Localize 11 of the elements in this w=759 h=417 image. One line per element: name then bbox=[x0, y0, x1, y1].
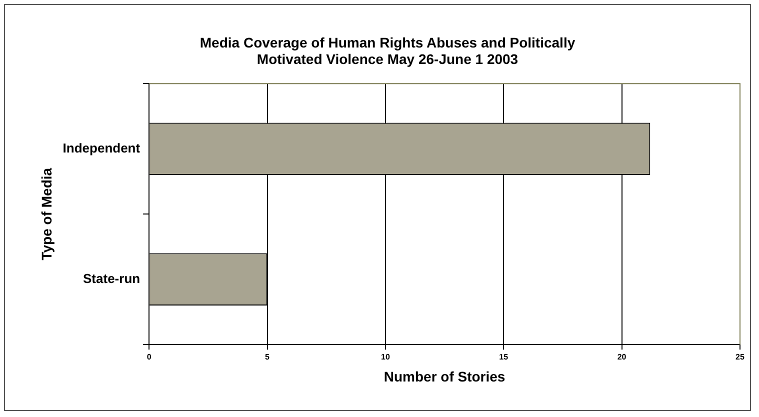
x-tick-label: 5 bbox=[265, 352, 270, 362]
x-tick-label: 0 bbox=[146, 352, 152, 362]
chart-title: Media Coverage of Human Rights Abuses and Politically Motivated Violence May 26-June 1 2003 bbox=[200, 34, 576, 68]
y-tick-label: State-run bbox=[83, 270, 140, 286]
x-tick-label: 20 bbox=[617, 352, 627, 362]
x-tick-label: 15 bbox=[499, 352, 509, 362]
y-tick-label: Independent bbox=[62, 140, 141, 156]
x-tick-label: 25 bbox=[736, 352, 745, 362]
x-axis-title: Number of Stories bbox=[384, 368, 506, 384]
y-axis-title: Type of Media bbox=[38, 168, 54, 260]
x-tick-label: 10 bbox=[380, 352, 390, 362]
